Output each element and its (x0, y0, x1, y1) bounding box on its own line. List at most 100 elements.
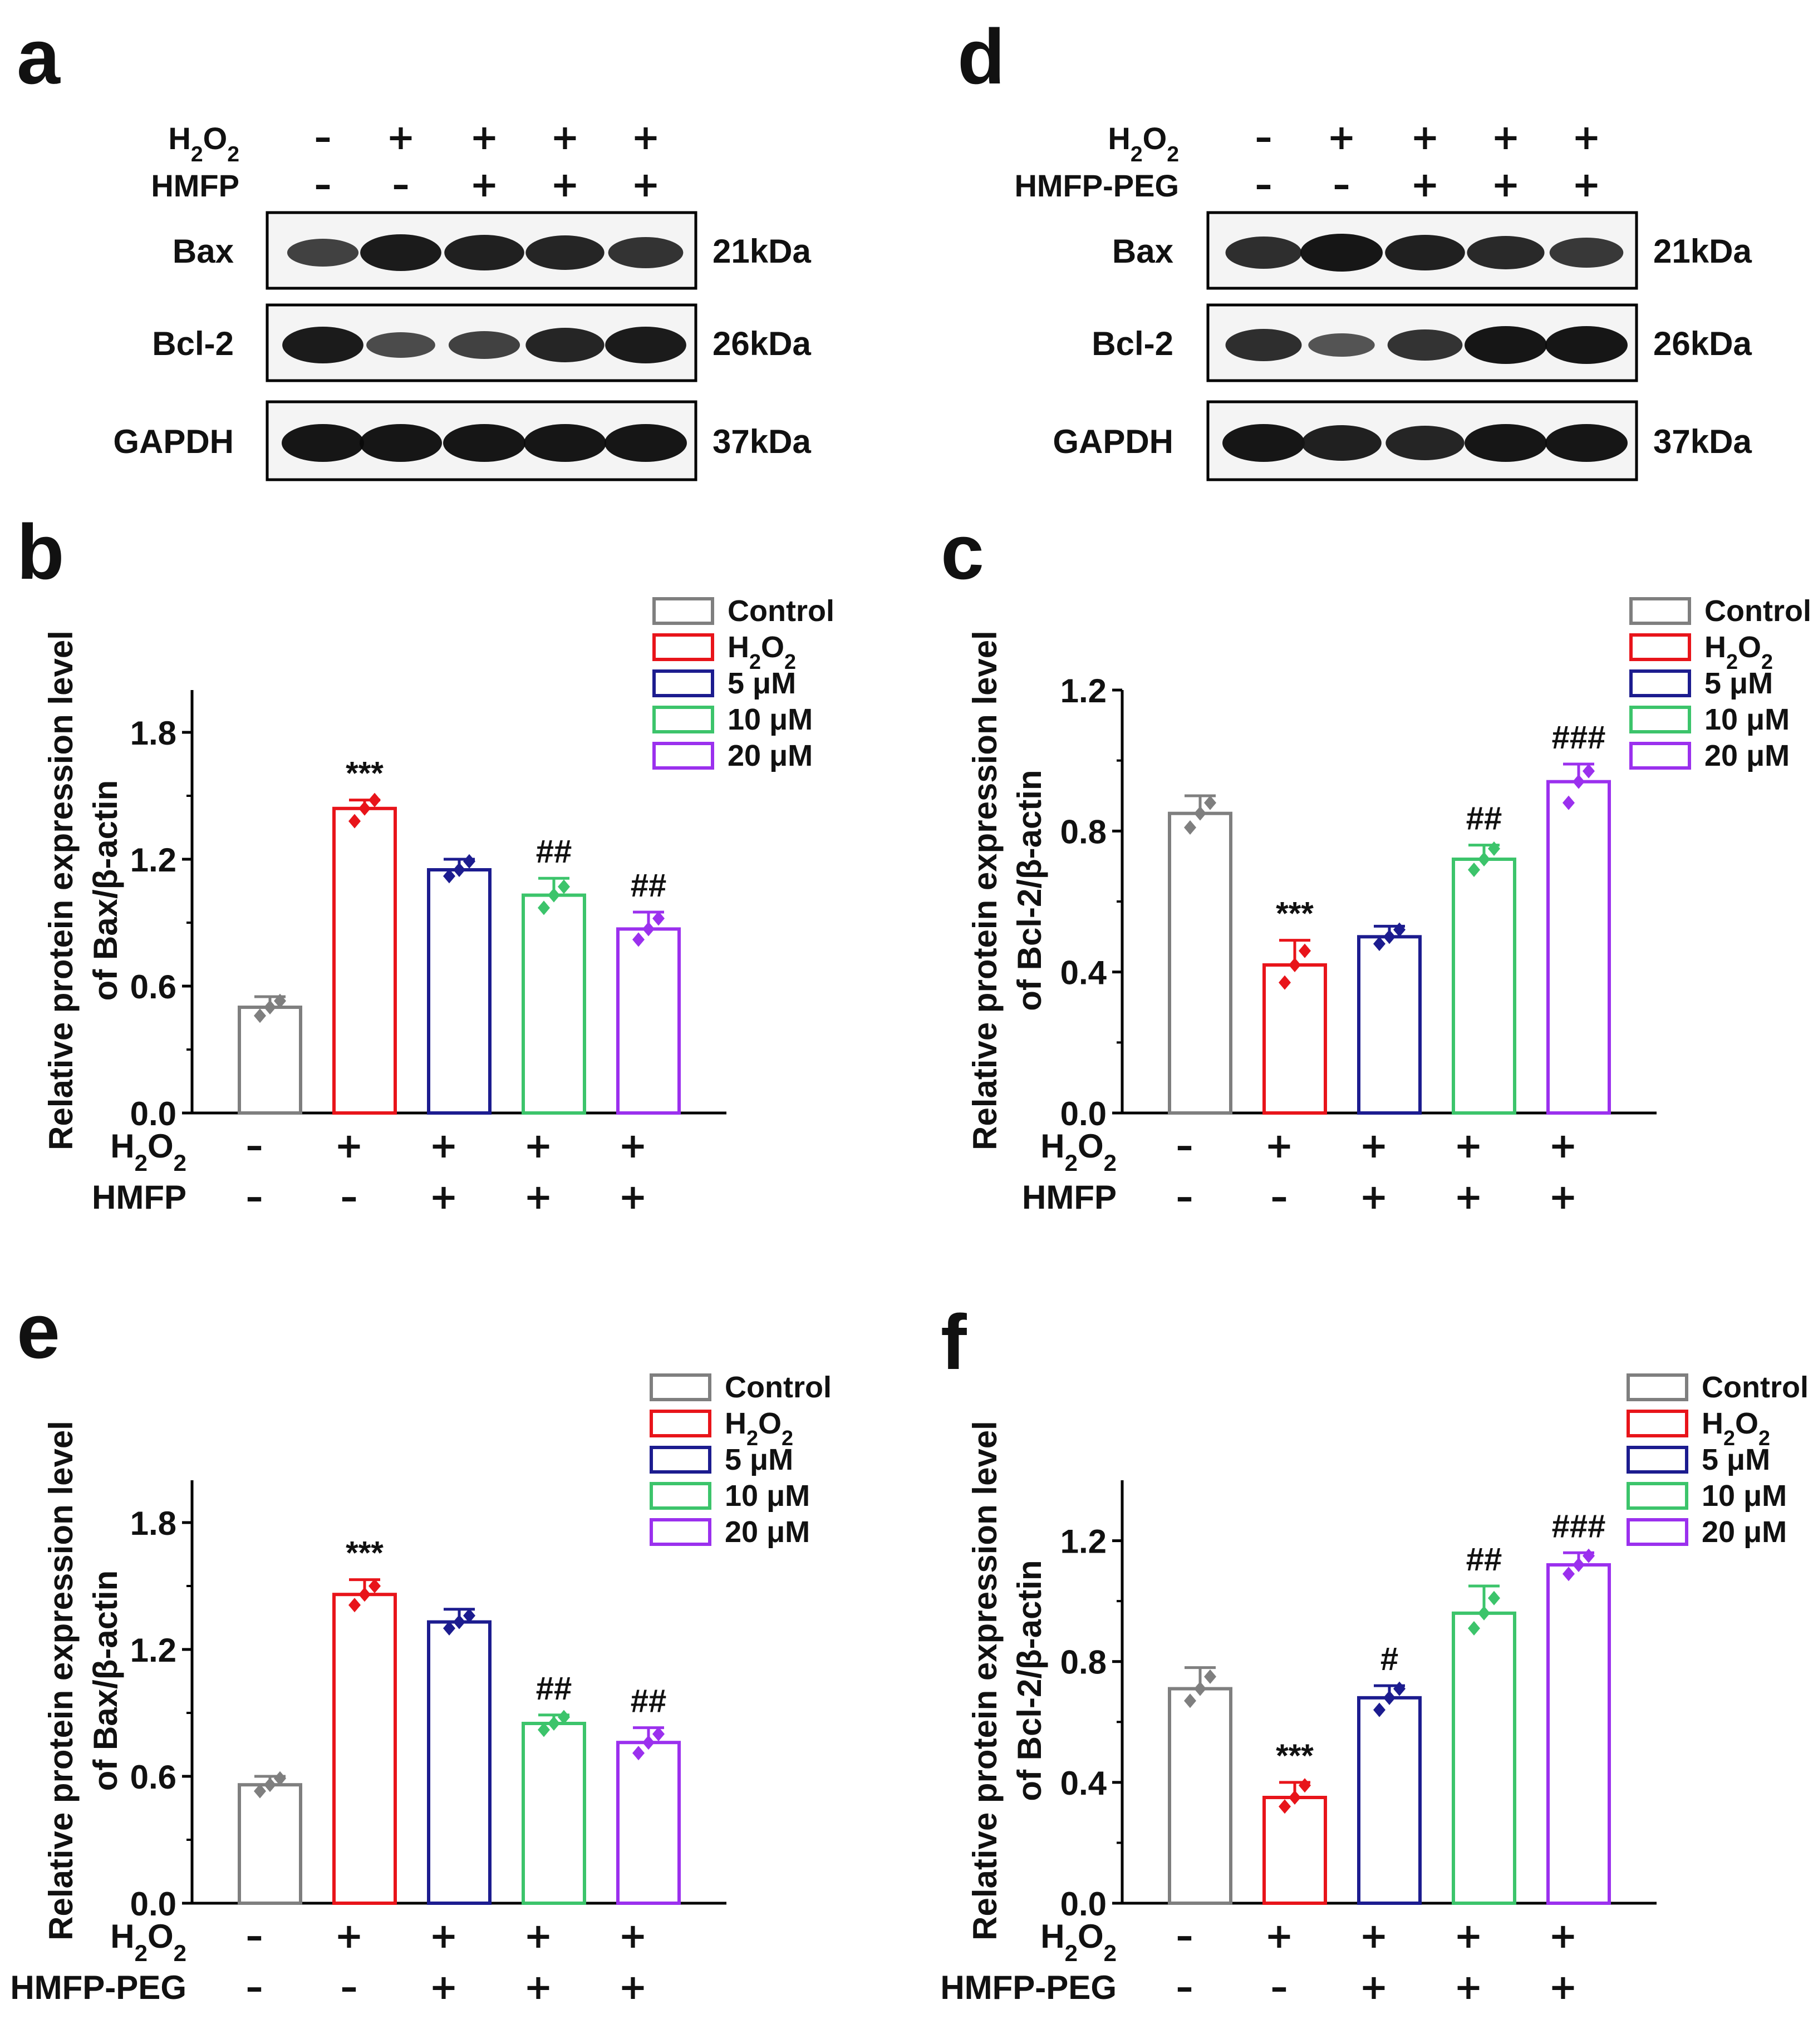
blot-band (1301, 425, 1382, 461)
bar-10 μM (1452, 858, 1516, 1115)
condition-sign: – (1333, 164, 1350, 205)
condition-sign: – (315, 117, 332, 157)
data-point (1299, 943, 1311, 958)
blot-band (282, 327, 363, 363)
data-point (368, 792, 381, 807)
legend-swatch (650, 1446, 711, 1474)
chart-b: b 0.0 0.6 1.2 1.8 Relative protein expression… (17, 508, 834, 1217)
x-condition-sign: + (618, 1915, 647, 1956)
legend-swatch (652, 633, 714, 661)
x-condition-sign: + (429, 1125, 458, 1166)
legend-label: Control (725, 1371, 832, 1404)
data-point (443, 869, 455, 884)
band-size: 21kDa (1653, 233, 1752, 270)
y-tick-label: 1.2 (130, 1632, 176, 1669)
condition-sign: + (551, 117, 579, 157)
x-condition-sign: – (1176, 1915, 1193, 1956)
chart-f: f 0.0 0.4 0.8 1.2 Relative protein expression… (940, 1298, 1809, 2007)
significance-label: ## (631, 1683, 667, 1720)
legend-label: 5 μM (725, 1443, 793, 1476)
data-point (1583, 1548, 1595, 1563)
bar-10 μM (1452, 1611, 1516, 1905)
data-point (1563, 795, 1575, 810)
panel-letter-f: f (941, 1298, 967, 1386)
bar-Control (1168, 1687, 1232, 1905)
y-axis-label: of Bax/β-actin (87, 780, 124, 1001)
condition-sign: + (1572, 117, 1601, 157)
significance-label: *** (346, 1535, 384, 1572)
x-condition-sign: + (1454, 1125, 1483, 1166)
condition-sign: + (1491, 164, 1520, 205)
x-condition-label: HMFP-PEG (940, 1969, 1117, 2006)
legend-swatch (1629, 633, 1691, 661)
data-point (538, 1722, 550, 1737)
data-point (652, 911, 665, 926)
blot-band (1465, 326, 1547, 364)
blot-band (366, 332, 435, 358)
bar-5 μM (427, 1620, 492, 1905)
bar-Control (238, 1783, 302, 1905)
condition-sign: + (1411, 117, 1439, 157)
data-point (1488, 841, 1500, 856)
condition-sign: + (551, 164, 579, 205)
x-condition-sign: + (1549, 1915, 1578, 1956)
panel-letter-a: a (17, 13, 61, 100)
legend-label: 10 μM (1702, 1479, 1787, 1513)
data-point (1563, 1567, 1575, 1582)
legend-label: Control (1704, 594, 1811, 628)
x-condition-sign: + (1454, 1915, 1483, 1956)
legend-swatch (650, 1518, 711, 1546)
blot-band (525, 328, 605, 362)
data-point (453, 863, 465, 877)
y-axis-label: Relative protein expression level (966, 1421, 1004, 1940)
y-tick-label: 1.2 (130, 841, 176, 879)
legend-swatch (652, 597, 714, 625)
legend-label: H2O2 (1704, 631, 1773, 674)
legend-swatch (650, 1482, 711, 1510)
blot-panel-a: a H2O2 – + + + + HMFP – – + + + Bax 21kDa Bcl-2 26kDa GAP… (17, 13, 811, 481)
x-condition-sign: + (618, 1125, 647, 1166)
condition-label: HMFP-PEG (1014, 168, 1179, 203)
data-point (1184, 820, 1196, 835)
data-point (1289, 958, 1301, 972)
condition-sign: + (1572, 164, 1601, 205)
band-label: Bcl-2 (152, 325, 234, 362)
data-point (1583, 764, 1595, 779)
bar-10 μM (522, 893, 586, 1115)
y-axis-label: Relative protein expression level (42, 631, 80, 1150)
x-condition-sign: – (1271, 1176, 1288, 1217)
x-condition-label: H2O2 (110, 1127, 186, 1176)
x-condition-sign: + (335, 1125, 363, 1166)
band-size: 37kDa (1653, 423, 1752, 460)
y-tick-label: 0.8 (1060, 813, 1107, 850)
data-point (274, 993, 286, 1008)
condition-sign: + (1491, 117, 1520, 157)
x-condition-sign: + (524, 1915, 553, 1956)
significance-label: ## (1466, 801, 1502, 837)
band-size: 37kDa (713, 423, 811, 460)
data-point (1373, 937, 1385, 951)
x-condition-sign: + (1359, 1967, 1388, 2007)
data-point (1468, 1621, 1480, 1636)
panel-letter-e: e (17, 1287, 60, 1375)
x-condition-sign: – (1271, 1967, 1288, 2007)
y-tick-label: 1.2 (1060, 1523, 1107, 1560)
blot-band (1225, 237, 1302, 269)
x-condition-sign: – (341, 1967, 358, 2007)
y-axis-label: of Bax/β-actin (87, 1570, 124, 1791)
condition-sign: + (631, 164, 660, 205)
x-condition-sign: – (1176, 1967, 1193, 2007)
condition-sign: + (631, 117, 660, 157)
legend-label: 10 μM (725, 1479, 810, 1513)
blot-band (1549, 238, 1624, 268)
data-point (368, 1579, 381, 1593)
x-condition-sign: + (1265, 1125, 1294, 1166)
x-condition-label: HMFP (1022, 1179, 1117, 1216)
chart-c: c 0.0 0.4 0.8 1.2 Relative protein expression… (941, 508, 1811, 1217)
data-point (1194, 806, 1206, 821)
condition-sign: – (1255, 164, 1272, 205)
blot-band (524, 424, 606, 462)
condition-sign: + (470, 117, 499, 157)
band-size: 26kDa (713, 325, 811, 362)
condition-sign: + (386, 117, 415, 157)
